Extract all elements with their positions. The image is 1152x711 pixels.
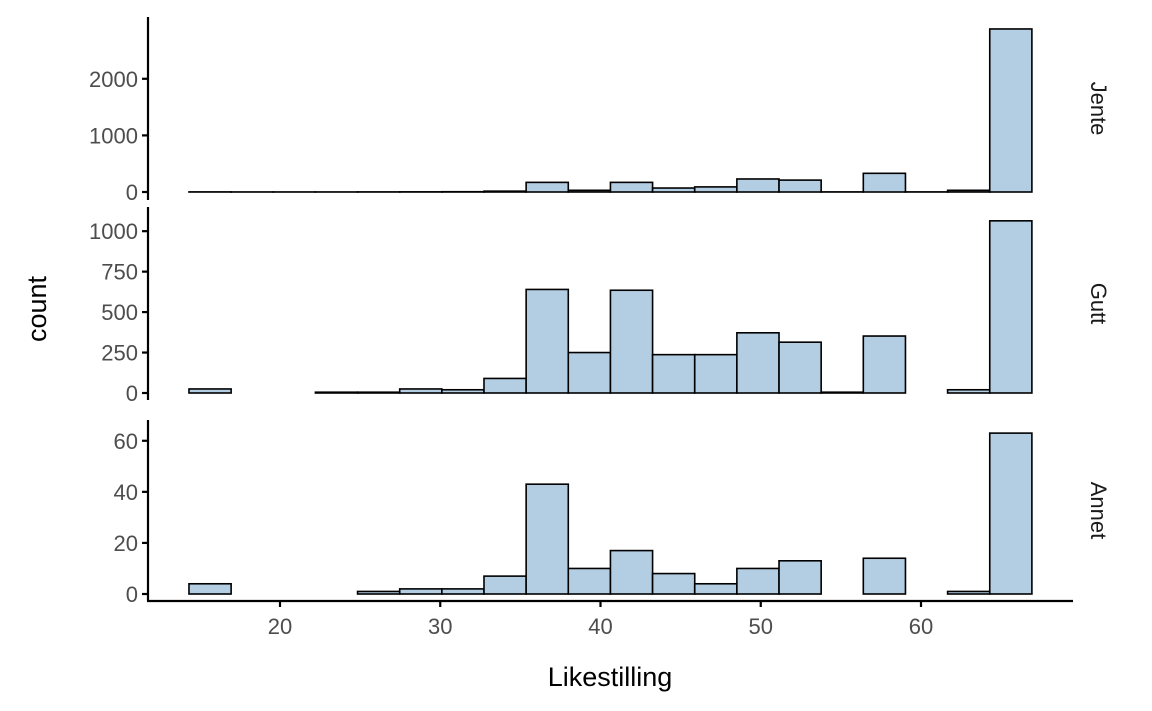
histogram-bar [693, 353, 738, 394]
histogram-bar [651, 572, 696, 595]
facet-panel-annet: 0 20 40 60 Annet [114, 420, 1111, 607]
histogram-bar [525, 483, 570, 595]
histogram-bar [609, 181, 654, 193]
histogram-bar [778, 179, 822, 193]
histogram-bar [693, 582, 738, 595]
x-tick-label: 30 [428, 614, 452, 639]
histogram-bar [356, 590, 401, 595]
y-tick-label: 1000 [89, 123, 138, 148]
histogram-bar [778, 559, 822, 595]
histogram-bar [483, 377, 527, 394]
histogram-bar [736, 332, 780, 394]
x-tick-label: 20 [268, 614, 292, 639]
histogram-bar [567, 567, 612, 595]
facet-strip-label: Gutt [1086, 283, 1111, 325]
histogram-bar [188, 582, 232, 595]
histogram-bar [651, 353, 696, 394]
histogram-bar [314, 391, 359, 394]
x-tick-label: 60 [909, 614, 933, 639]
y-tick-label: 20 [114, 531, 138, 556]
histogram-bar [398, 388, 443, 394]
y-tick-label: 40 [114, 480, 138, 505]
y-tick-label: 60 [114, 429, 138, 454]
histogram-bar [441, 388, 485, 394]
y-axis-title: count [22, 275, 52, 342]
histogram-bar [483, 575, 527, 595]
histogram-bar [693, 186, 738, 193]
y-tick-label: 0 [126, 381, 138, 406]
histogram-bar [820, 391, 865, 394]
histogram-bar [946, 388, 991, 394]
histogram-bar [988, 432, 1033, 595]
histogram-bar [356, 391, 401, 394]
histogram-bar [862, 172, 907, 193]
x-axis-title: Likestilling [548, 662, 673, 692]
histogram-bar [988, 28, 1033, 193]
facet-strip-label: Jente [1086, 82, 1111, 136]
facet-panel-gutt: 0 250 500 750 1000 Gutt [89, 207, 1111, 406]
histogram-bar [567, 351, 612, 394]
histogram-bar [946, 590, 991, 595]
histogram-bar [609, 549, 654, 595]
histogram-bar [525, 288, 570, 394]
histogram-bar [483, 190, 527, 193]
histogram-bar [736, 567, 780, 595]
facet-panel-jente: 0 1000 2000 Jente [89, 17, 1111, 205]
histogram-bar [567, 189, 612, 193]
x-tick-label: 40 [588, 614, 612, 639]
y-tick-label: 250 [101, 341, 138, 366]
histogram-bar [188, 388, 232, 394]
histogram-bar [946, 189, 991, 193]
histogram-bar [609, 289, 654, 394]
histogram-bar [525, 181, 570, 193]
histogram-bar [736, 178, 780, 193]
x-tick-label: 50 [749, 614, 773, 639]
facet-strip-label: Annet [1086, 482, 1111, 540]
histogram-bar [651, 187, 696, 193]
y-tick-label: 1000 [89, 219, 138, 244]
histogram-bar [862, 335, 907, 394]
y-tick-label: 0 [126, 180, 138, 205]
histogram-bar [441, 588, 485, 595]
y-tick-label: 0 [126, 582, 138, 607]
y-tick-label: 750 [101, 260, 138, 285]
histogram-bar [398, 588, 443, 595]
histogram-bar [988, 220, 1033, 394]
y-tick-label: 2000 [89, 67, 138, 92]
y-tick-label: 500 [101, 300, 138, 325]
histogram-bar [778, 341, 822, 394]
histogram-bar [862, 557, 907, 595]
